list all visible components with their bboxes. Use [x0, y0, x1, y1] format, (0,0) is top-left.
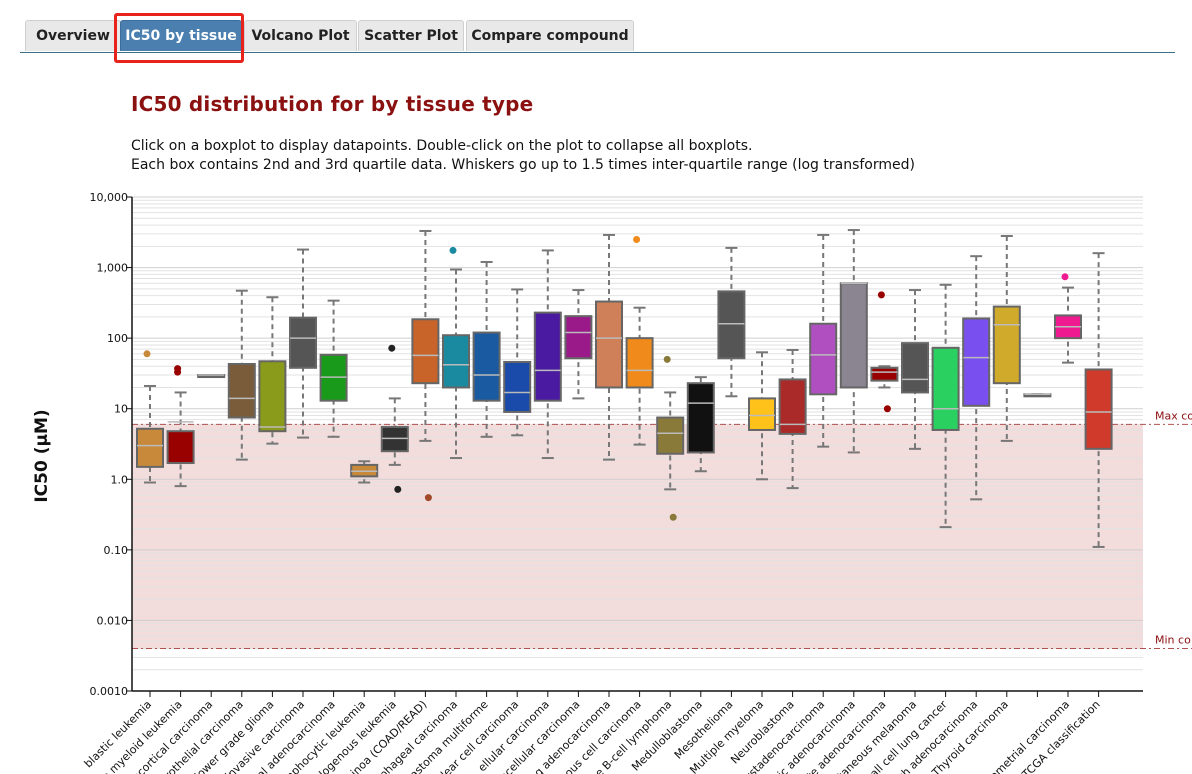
- boxplot[interactable]: [319, 299, 348, 438]
- box-iqr[interactable]: [227, 363, 256, 419]
- y-tick-label: 10: [114, 403, 128, 416]
- box-iqr[interactable]: [442, 334, 470, 389]
- reference-line-label: Min co: [1155, 634, 1191, 647]
- box-iqr[interactable]: [503, 360, 532, 413]
- tab-ic50-by-tissue[interactable]: IC50 by tissue: [120, 20, 242, 51]
- boxplot[interactable]: [992, 235, 1021, 442]
- boxplot[interactable]: [166, 365, 195, 488]
- box-iqr[interactable]: [992, 305, 1021, 385]
- boxplot[interactable]: [962, 255, 991, 501]
- box-iqr[interactable]: [809, 322, 838, 396]
- y-axis-label: IC50 (μM): [32, 409, 52, 503]
- box-iqr[interactable]: [166, 430, 195, 465]
- outlier-point[interactable]: [669, 513, 677, 521]
- box-iqr[interactable]: [411, 318, 440, 385]
- boxplot[interactable]: [748, 351, 776, 481]
- y-tick-label: 1.0: [111, 473, 129, 486]
- tab-compare-compound[interactable]: Compare compound: [466, 20, 634, 51]
- box-iqr[interactable]: [380, 426, 409, 453]
- tab-scatter-plot[interactable]: Scatter Plot: [358, 20, 464, 51]
- description-line-1: Click on a boxplot to display datapoints…: [131, 138, 753, 154]
- box-iqr[interactable]: [472, 331, 501, 402]
- boxplot[interactable]: [533, 249, 562, 460]
- boxplot[interactable]: [625, 235, 654, 446]
- y-tick-label: 0.10: [104, 544, 129, 557]
- box-iqr[interactable]: [656, 416, 685, 455]
- tab-bar: Overview IC50 by tissue Volcano Plot Sca…: [20, 0, 1175, 53]
- outlier-point[interactable]: [449, 246, 457, 254]
- boxplot[interactable]: [564, 289, 593, 400]
- boxplot[interactable]: [1023, 393, 1052, 398]
- y-tick-label: 1,000: [97, 262, 129, 275]
- outlier-point[interactable]: [633, 235, 641, 243]
- boxplot[interactable]: [1084, 252, 1113, 548]
- box-iqr[interactable]: [717, 290, 746, 360]
- boxplot[interactable]: [258, 296, 287, 445]
- tab-volcano-plot[interactable]: Volcano Plot: [244, 20, 357, 51]
- outlier-point[interactable]: [143, 350, 151, 358]
- box-iqr[interactable]: [625, 337, 654, 389]
- box-iqr[interactable]: [931, 346, 960, 431]
- box-iqr[interactable]: [962, 317, 991, 407]
- boxplot[interactable]: [350, 460, 379, 484]
- boxplot[interactable]: [809, 233, 838, 448]
- description-line-2: Each box contains 2nd and 3rd quartile d…: [131, 157, 915, 173]
- box-iqr[interactable]: [258, 360, 287, 433]
- boxplot[interactable]: [778, 348, 807, 490]
- active-tab-highlight: [114, 13, 244, 63]
- boxplot[interactable]: [656, 355, 685, 521]
- box-iqr[interactable]: [595, 300, 623, 389]
- outlier-point[interactable]: [663, 355, 671, 363]
- boxplot[interactable]: [289, 248, 317, 439]
- box-iqr[interactable]: [839, 282, 868, 389]
- y-tick-label: 0.010: [97, 614, 129, 627]
- outlier-point[interactable]: [174, 365, 182, 373]
- y-tick-label: 100: [107, 332, 128, 345]
- boxplot[interactable]: [197, 374, 226, 379]
- boxplot[interactable]: [411, 229, 440, 502]
- outlier-point[interactable]: [424, 494, 432, 502]
- box-iqr[interactable]: [686, 382, 715, 454]
- boxplot[interactable]: [870, 291, 899, 413]
- tested-concentration-range: [132, 424, 1143, 649]
- boxplot[interactable]: [380, 344, 409, 493]
- boxplot[interactable]: [901, 289, 929, 450]
- boxplot[interactable]: [472, 260, 501, 438]
- boxplot[interactable]: [931, 283, 960, 529]
- reference-line-label: Max co: [1155, 409, 1192, 422]
- y-tick-label: 0.0010: [90, 685, 129, 698]
- box-iqr[interactable]: [289, 316, 317, 369]
- box-iqr[interactable]: [748, 397, 776, 431]
- outlier-point[interactable]: [877, 291, 885, 299]
- boxplot[interactable]: [1054, 273, 1082, 364]
- boxplot[interactable]: [136, 350, 164, 484]
- boxplot[interactable]: [503, 288, 532, 437]
- boxplot[interactable]: [442, 246, 470, 460]
- tab-overview[interactable]: Overview: [25, 20, 121, 51]
- outlier-point[interactable]: [394, 485, 402, 493]
- outlier-point[interactable]: [1061, 273, 1069, 281]
- box-iqr[interactable]: [778, 378, 807, 435]
- box-iqr[interactable]: [901, 342, 929, 394]
- boxplot[interactable]: [717, 246, 746, 398]
- box-iqr[interactable]: [564, 315, 593, 360]
- box-iqr[interactable]: [136, 427, 164, 468]
- y-tick-label: 10,000: [90, 191, 129, 204]
- boxplot[interactable]: [686, 376, 715, 473]
- box-iqr[interactable]: [870, 366, 899, 382]
- outlier-point[interactable]: [388, 344, 396, 352]
- chart-heading: IC50 distribution for by tissue type: [131, 92, 534, 116]
- box-iqr[interactable]: [533, 311, 562, 402]
- outlier-point[interactable]: [883, 405, 891, 413]
- boxplot[interactable]: [595, 233, 623, 461]
- boxplot[interactable]: [227, 289, 256, 461]
- boxplot[interactable]: [839, 229, 868, 454]
- box-iqr[interactable]: [1084, 368, 1113, 450]
